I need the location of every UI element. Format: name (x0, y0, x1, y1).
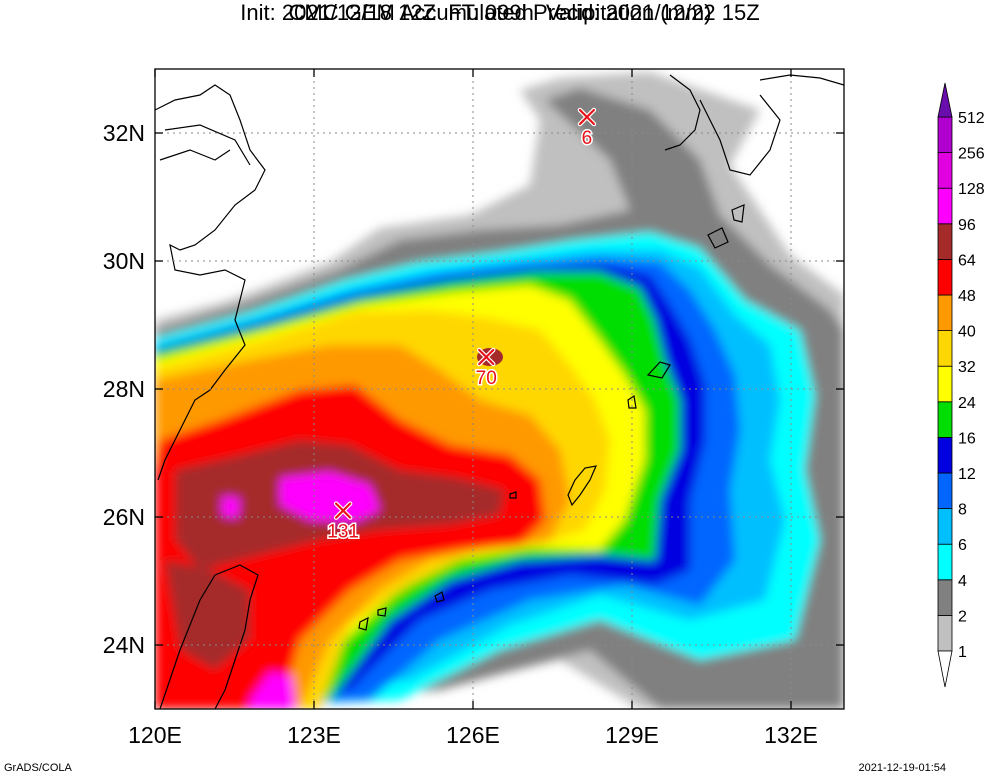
legend-level-label: 512 (958, 110, 985, 127)
legend-level-label: 8 (958, 502, 967, 519)
legend-swatch (937, 294, 953, 331)
lat-tick-label: 32N (103, 120, 145, 146)
axes: 120E 123E 126E 129E 132E 24N 26N 28N 30N 32N (103, 69, 844, 748)
legend-lower-arrow (937, 650, 953, 688)
lat-tick-label: 24N (103, 632, 145, 658)
legend-swatch (937, 258, 953, 296)
legend-level-label: 16 (958, 430, 976, 447)
legend-level-label: 256 (958, 146, 985, 163)
precip-field (155, 69, 844, 709)
legend-swatch (937, 472, 953, 509)
legend-swatch (937, 579, 953, 616)
lon-tick-label: 132E (764, 722, 818, 748)
legend-swatch (937, 223, 953, 260)
lon-tick-label: 123E (287, 722, 341, 748)
max-marker: 131 (326, 501, 361, 544)
map-subtitle: Init: 2021/12/18 12Z FT: 099h Valid: 202… (240, 0, 760, 25)
marker-value-label: 131 (327, 522, 359, 543)
precip-zone-12 (280, 472, 380, 522)
legend-level-label: 1 (958, 644, 967, 661)
legend-swatch (937, 187, 953, 225)
grid-lines (155, 69, 844, 709)
legend-level-label: 12 (958, 466, 976, 483)
legend-level-label: 128 (958, 181, 985, 198)
legend-level-label: 6 (958, 537, 967, 554)
max-markers: 6 70 131 (326, 107, 597, 544)
marker-value-label: 70 (476, 368, 497, 389)
map-title: CMC GEM Accumulated Precipitation (mm) (288, 0, 712, 25)
marker-cross (335, 502, 352, 519)
legend-upper-arrow (937, 82, 953, 118)
lon-tick-label: 120E (128, 722, 182, 748)
legend-swatch (937, 508, 953, 545)
legend-swatch (937, 436, 953, 474)
lat-tick-label: 26N (103, 504, 145, 530)
legend-swatch (937, 365, 953, 403)
legend-level-label: 48 (958, 288, 976, 305)
legend-swatch (937, 116, 953, 153)
lat-tick-label: 28N (103, 376, 145, 402)
legend-level-label: 2 (958, 608, 967, 625)
legend-level-label: 96 (958, 217, 976, 234)
marker-cross (578, 108, 596, 126)
max-marker: 70 (474, 347, 498, 391)
legend-swatch (937, 152, 953, 189)
legend-swatch (937, 401, 953, 438)
legend-swatch (937, 330, 953, 367)
coastlines (155, 74, 844, 709)
legend-level-label: 24 (958, 395, 976, 412)
legend-level-label: 32 (958, 359, 976, 376)
lat-tick-label: 30N (103, 248, 145, 274)
legend-swatch (937, 615, 953, 652)
lon-tick-label: 129E (605, 722, 659, 748)
marker-cross (478, 348, 495, 366)
marker-value-label: 6 (582, 128, 593, 149)
legend-swatch (937, 543, 953, 581)
timestamp-label: 2021-12-19-01:54 (858, 762, 946, 774)
credit-label: GrADS/COLA (4, 762, 72, 774)
legend-level-label: 64 (958, 252, 976, 269)
max-marker: 6 (577, 107, 597, 151)
lon-tick-label: 126E (446, 722, 500, 748)
legend-level-label: 40 (958, 324, 976, 341)
legend-level-label: 4 (958, 573, 967, 590)
